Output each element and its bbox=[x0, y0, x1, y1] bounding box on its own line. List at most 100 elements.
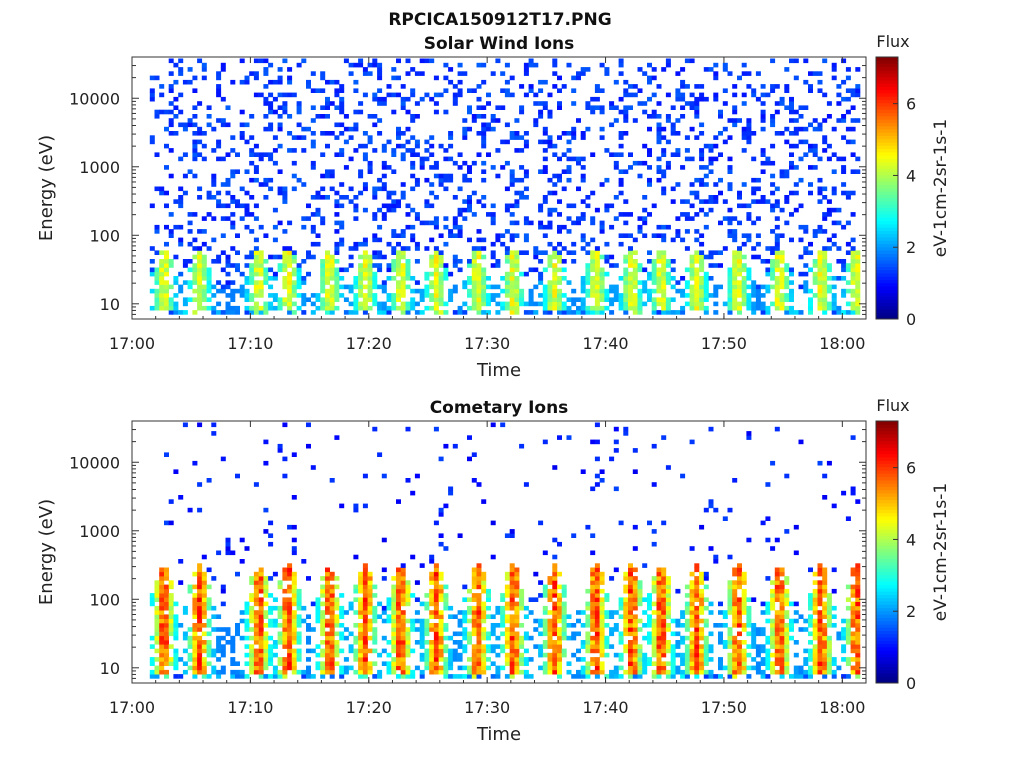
spectrogram-cell bbox=[400, 152, 406, 157]
spectrogram-cell bbox=[552, 644, 558, 649]
spectrogram-cell bbox=[486, 293, 491, 298]
spectrogram-cell bbox=[737, 310, 742, 315]
spectrogram-cell bbox=[594, 422, 600, 428]
spectrogram-cell bbox=[713, 263, 719, 268]
spectrogram-cell bbox=[703, 584, 709, 590]
spectrogram-cell bbox=[467, 588, 472, 594]
spectrogram-cell bbox=[845, 288, 851, 294]
spectrogram-cell bbox=[490, 644, 496, 649]
spectrogram-cell bbox=[580, 657, 586, 662]
spectrogram-cell bbox=[220, 648, 226, 654]
spectrogram-cell bbox=[557, 212, 562, 217]
spectrogram-cell bbox=[452, 674, 458, 679]
spectrogram-cell bbox=[760, 114, 766, 119]
spectrogram-cell bbox=[514, 267, 520, 273]
spectrogram-cell bbox=[339, 669, 345, 675]
spectrogram-cell bbox=[680, 305, 686, 311]
spectrogram-cell bbox=[514, 288, 520, 294]
spectrogram-cell bbox=[547, 263, 553, 268]
spectrogram-cell bbox=[528, 267, 534, 273]
spectrogram-cell bbox=[291, 665, 297, 671]
spectrogram-cell bbox=[481, 635, 487, 641]
spectrogram-cell bbox=[490, 203, 496, 209]
spectrogram-cell bbox=[779, 173, 785, 179]
spectrogram-cell bbox=[249, 160, 255, 166]
spectrogram-cell bbox=[803, 152, 809, 157]
spectrogram-cell bbox=[495, 263, 501, 268]
spectrogram-cell bbox=[580, 674, 586, 679]
spectrogram-cell bbox=[628, 259, 633, 264]
spectrogram-cell bbox=[604, 67, 610, 72]
spectrogram-cell bbox=[684, 652, 690, 658]
spectrogram-cell bbox=[443, 177, 449, 183]
spectrogram-cell bbox=[481, 610, 487, 615]
spectrogram-cell bbox=[831, 169, 837, 174]
spectrogram-cell bbox=[675, 233, 681, 238]
spectrogram-cell bbox=[400, 588, 406, 594]
spectrogram-cell bbox=[405, 224, 411, 230]
spectrogram-cell bbox=[325, 259, 330, 264]
spectrogram-cell bbox=[817, 88, 823, 93]
spectrogram-cell bbox=[580, 165, 586, 170]
spectrogram-cell bbox=[182, 190, 188, 196]
spectrogram-cell bbox=[424, 623, 430, 628]
spectrogram-cell bbox=[855, 169, 861, 174]
spectrogram-cell bbox=[334, 601, 340, 607]
spectrogram-cell bbox=[798, 271, 804, 277]
spectrogram-cell bbox=[637, 216, 643, 221]
spectrogram-cell bbox=[845, 195, 851, 200]
spectrogram-cell bbox=[173, 224, 179, 230]
spectrogram-cell bbox=[594, 280, 600, 285]
spectrogram-cell bbox=[590, 623, 596, 628]
spectrogram-cell bbox=[557, 661, 562, 666]
spectrogram-cell bbox=[826, 284, 832, 290]
spectrogram-cell bbox=[154, 297, 160, 302]
spectrogram-cell bbox=[320, 623, 326, 628]
spectrogram-cell bbox=[651, 652, 657, 658]
spectrogram-cell bbox=[306, 635, 311, 641]
spectrogram-cell bbox=[291, 310, 297, 315]
spectrogram-cell bbox=[689, 665, 695, 671]
spectrogram-cell bbox=[632, 669, 638, 675]
spectrogram-cell bbox=[287, 635, 293, 641]
spectrogram-cell bbox=[429, 297, 435, 302]
spectrogram-cell bbox=[443, 605, 449, 611]
spectrogram-cell bbox=[845, 310, 851, 315]
spectrogram-cell bbox=[680, 165, 686, 170]
spectrogram-cell bbox=[542, 156, 548, 162]
spectrogram-cell bbox=[500, 305, 506, 311]
spectrogram-cell bbox=[770, 84, 776, 89]
spectrogram-cell bbox=[391, 267, 397, 273]
spectrogram-cell bbox=[732, 614, 738, 619]
spectrogram-cell bbox=[296, 284, 302, 290]
spectrogram-cell bbox=[566, 62, 572, 68]
spectrogram-cell bbox=[542, 593, 548, 598]
spectrogram-cell bbox=[410, 92, 416, 98]
spectrogram-cell bbox=[154, 224, 160, 230]
spectrogram-cell bbox=[211, 195, 217, 200]
spectrogram-cell bbox=[623, 88, 629, 93]
spectrogram-cell bbox=[405, 426, 411, 432]
spectrogram-cell bbox=[613, 448, 619, 453]
spectrogram-cell bbox=[656, 126, 662, 132]
spectrogram-cell bbox=[845, 109, 851, 115]
spectrogram-cell bbox=[220, 584, 226, 590]
spectrogram-cell bbox=[225, 177, 231, 183]
spectrogram-cell bbox=[306, 640, 311, 645]
spectrogram-cell bbox=[310, 601, 316, 607]
spectrogram-cell bbox=[618, 233, 624, 238]
spectrogram-cell bbox=[504, 92, 510, 98]
spectrogram-cell bbox=[216, 310, 222, 315]
spectrogram-cell bbox=[353, 109, 359, 115]
spectrogram-cell bbox=[452, 96, 458, 102]
spectrogram-cell bbox=[216, 254, 222, 260]
spectrogram-cell bbox=[561, 169, 567, 174]
spectrogram-cell bbox=[727, 165, 733, 170]
spectrogram-cell bbox=[741, 284, 747, 290]
spectrogram-cell bbox=[561, 186, 567, 192]
spectrogram-cell bbox=[253, 280, 259, 285]
spectrogram-cell bbox=[154, 648, 160, 654]
spectrogram-cell bbox=[486, 597, 491, 602]
spectrogram-cell bbox=[585, 288, 591, 294]
spectrogram-cell bbox=[353, 195, 359, 200]
